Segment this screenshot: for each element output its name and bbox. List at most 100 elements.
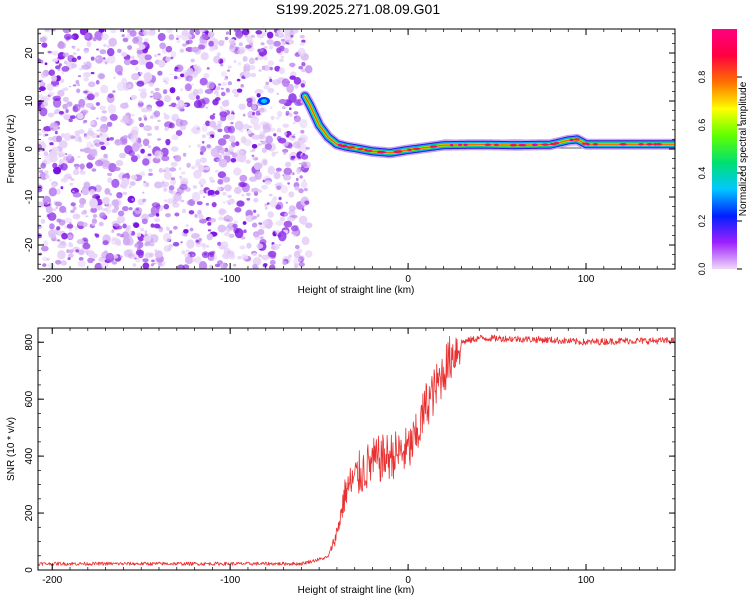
- noise-speckle: [99, 141, 105, 145]
- noise-speckle: [283, 174, 292, 181]
- noise-speckle: [199, 77, 208, 86]
- noise-speckle: [85, 215, 89, 218]
- noise-speckle: [49, 223, 55, 230]
- noise-speckle: [191, 191, 201, 202]
- noise-speckle: [254, 170, 262, 180]
- noise-speckle: [107, 104, 117, 114]
- noise-speckle: [133, 222, 140, 228]
- noise-speckle: [40, 162, 46, 169]
- noise-speckle: [111, 229, 115, 232]
- y-tick-label: 400: [24, 447, 35, 464]
- noise-speckle: [72, 46, 76, 49]
- noise-speckle: [276, 92, 280, 95]
- noise-speckle: [303, 187, 308, 192]
- noise-speckle: [161, 155, 170, 162]
- noise-speckle: [61, 70, 65, 75]
- noise-speckle: [103, 153, 108, 159]
- trace-hotspot: [518, 143, 527, 147]
- noise-speckle: [158, 168, 164, 173]
- noise-speckle: [168, 34, 175, 40]
- noise-speckle: [46, 257, 50, 261]
- trace-hotspot: [569, 138, 574, 142]
- noise-speckle: [121, 52, 128, 57]
- noise-speckle: [276, 201, 284, 210]
- noise-speckle: [205, 120, 211, 127]
- spectrogram-trace: [299, 90, 675, 159]
- noise-speckle: [242, 221, 247, 225]
- noise-speckle: [164, 81, 169, 85]
- noise-speckle: [77, 155, 81, 159]
- noise-speckle: [151, 202, 161, 208]
- noise-speckle: [238, 103, 246, 110]
- noise-speckle: [105, 207, 112, 214]
- noise-speckle: [239, 245, 246, 250]
- noise-speckle: [233, 60, 237, 63]
- noise-speckle: [101, 110, 108, 114]
- noise-speckle: [143, 235, 152, 242]
- trace-hotspot: [376, 150, 383, 154]
- noise-speckle: [176, 96, 180, 101]
- noise-speckle: [283, 220, 293, 228]
- noise-speckle: [58, 219, 66, 226]
- noise-speckle: [280, 55, 285, 59]
- noise-speckle: [178, 129, 181, 132]
- noise-speckle: [255, 57, 259, 61]
- noise-speckle: [153, 110, 161, 118]
- noise-speckle: [267, 165, 275, 175]
- noise-speckle: [85, 102, 95, 109]
- noise-speckle: [130, 155, 138, 163]
- noise-speckle: [106, 44, 111, 48]
- noise-speckle: [106, 137, 110, 142]
- noise-speckle: [70, 115, 76, 119]
- noise-speckle: [274, 65, 281, 72]
- noise-speckle: [120, 102, 129, 109]
- colorbar-tick-label: 0.0: [697, 263, 707, 276]
- y-tick-label: 0: [24, 146, 35, 152]
- noise-speckle: [278, 196, 282, 201]
- noise-speckle: [90, 71, 95, 75]
- noise-speckle: [219, 111, 228, 118]
- noise-speckle: [255, 110, 261, 116]
- noise-speckle: [86, 93, 95, 101]
- noise-speckle: [129, 30, 137, 37]
- x-tick-label: -100: [220, 274, 240, 285]
- noise-speckle: [148, 30, 156, 36]
- noise-speckle: [136, 49, 143, 55]
- colorbar: 0.0 0.2 0.4 0.6 0.8 Normalized spectral ampl…: [697, 29, 749, 275]
- noise-speckle: [298, 162, 302, 165]
- trace-hotspot: [655, 143, 663, 146]
- noise-speckle: [173, 200, 178, 204]
- noise-speckle: [240, 136, 247, 144]
- noise-speckle: [163, 95, 171, 103]
- noise-speckle: [242, 56, 248, 62]
- noise-speckle: [176, 76, 181, 80]
- noise-speckle: [200, 184, 204, 188]
- noise-speckle: [214, 263, 221, 268]
- snr-background: [38, 328, 675, 570]
- noise-speckle: [174, 212, 180, 217]
- noise-speckle: [186, 75, 193, 82]
- noise-speckle: [63, 132, 72, 141]
- noise-speckle: [165, 226, 170, 229]
- snr-y-label: SNR (10 * v/v): [6, 417, 17, 481]
- noise-speckle: [230, 113, 234, 116]
- noise-speckle: [158, 262, 163, 266]
- noise-speckle: [190, 58, 195, 63]
- noise-speckle: [179, 183, 188, 190]
- noise-speckle: [66, 249, 70, 254]
- noise-speckle: [276, 47, 282, 54]
- noise-speckle: [195, 241, 203, 248]
- noise-speckle: [301, 167, 305, 170]
- noise-speckle: [175, 130, 183, 136]
- noise-speckle: [256, 213, 260, 218]
- noise-blob-core: [260, 99, 267, 103]
- noise-speckle: [302, 153, 306, 156]
- noise-speckle: [154, 181, 163, 189]
- noise-speckle: [128, 185, 132, 189]
- noise-speckle: [267, 87, 275, 94]
- trace-hotspot: [407, 148, 412, 151]
- noise-speckle: [192, 185, 198, 189]
- noise-speckle: [157, 53, 161, 56]
- noise-speckle: [206, 67, 210, 70]
- noise-speckle: [95, 159, 104, 167]
